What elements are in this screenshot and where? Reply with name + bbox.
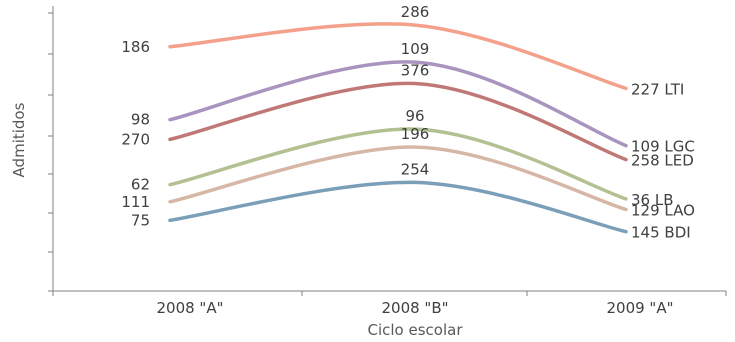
data-label-lao: 111 <box>121 193 150 211</box>
data-label-lao: 196 <box>401 125 430 143</box>
end-label-lti: 227 LTI <box>631 80 684 98</box>
y-axis-title: Admitidos <box>10 102 28 177</box>
end-label-lgc: 109 LGC <box>631 138 695 156</box>
end-label-lb: 36 LB <box>631 191 674 209</box>
y-ticks <box>48 12 53 292</box>
data-label-lgc: 109 <box>401 40 430 58</box>
data-label-led: 376 <box>401 62 430 80</box>
data-label-lgc: 98 <box>131 111 150 129</box>
x-tick-label: 2008 "A" <box>156 299 223 317</box>
series-line-lti <box>168 22 628 91</box>
data-label-bdi: 254 <box>401 160 430 178</box>
series-line-lao <box>168 145 628 212</box>
data-labels: 186 286 227 LTI 98 109 109 LGC 270 376 258 LED 62… <box>121 3 695 242</box>
axes <box>48 6 727 296</box>
x-axis-title: Ciclo escolar <box>368 321 464 339</box>
end-label-lao: 129 LAO <box>631 201 695 219</box>
data-label-lb: 62 <box>131 176 150 194</box>
data-label-lti: 286 <box>401 3 430 21</box>
data-label-bdi: 75 <box>131 211 150 229</box>
data-label-led: 270 <box>121 130 150 148</box>
x-tick-labels: 2008 "A" 2008 "B" 2009 "A" <box>156 299 673 317</box>
series-lines <box>168 22 628 234</box>
x-tick-label: 2008 "B" <box>381 299 448 317</box>
series-line-led <box>168 81 628 162</box>
data-label-lti: 186 <box>121 38 150 56</box>
data-label-lb: 96 <box>405 107 424 125</box>
series-line-lb <box>168 127 628 201</box>
end-label-bdi: 145 BDI <box>631 224 691 242</box>
series-line-bdi <box>168 180 628 234</box>
series-line-lgc <box>168 60 628 148</box>
x-ticks <box>52 291 727 296</box>
x-tick-label: 2009 "A" <box>606 299 673 317</box>
end-label-led: 258 LED <box>631 152 694 170</box>
